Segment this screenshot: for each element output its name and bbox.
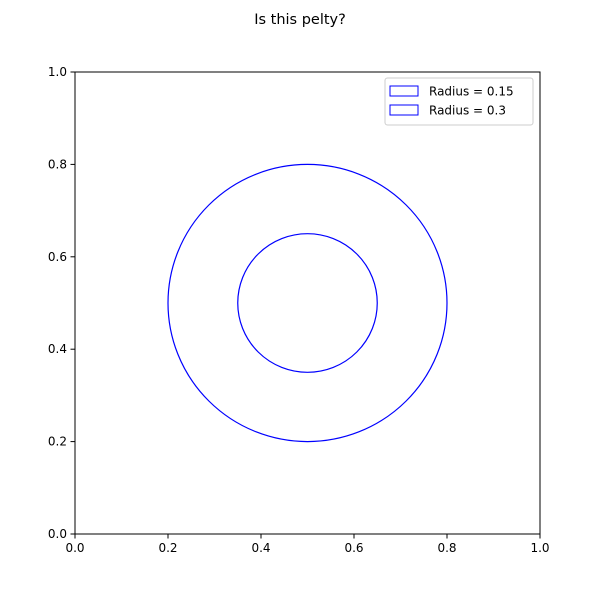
legend-swatch <box>389 85 419 97</box>
x-tick-label: 0.0 <box>65 541 84 555</box>
circle-series-1 <box>167 163 448 443</box>
y-axis: 0.0 0.2 0.4 0.6 0.8 1.0 <box>48 65 75 541</box>
y-tick-label: 0.2 <box>48 435 67 449</box>
x-tick-label: 0.2 <box>158 541 177 555</box>
y-tick-label: 0.4 <box>48 342 67 356</box>
y-tick-label: 0.8 <box>48 157 67 171</box>
y-tick-label: 0.0 <box>48 527 67 541</box>
y-tick-label: 1.0 <box>48 65 67 79</box>
chart-title: Is this pelty? <box>254 12 346 28</box>
x-axis: 0.0 0.2 0.4 0.6 0.8 1.0 <box>65 534 550 555</box>
x-tick-label: 0.6 <box>344 541 363 555</box>
legend: Radius = 0.15 Radius = 0.3 <box>384 77 534 126</box>
legend-label: Radius = 0.15 <box>429 85 514 99</box>
x-tick-label: 1.0 <box>530 541 549 555</box>
x-tick-label: 0.4 <box>251 541 270 555</box>
legend-swatch <box>389 104 419 116</box>
legend-label: Radius = 0.3 <box>429 104 506 118</box>
plot-area <box>74 71 541 535</box>
legend-box <box>384 77 534 126</box>
y-tick-label: 0.6 <box>48 250 67 264</box>
circle-series-0 <box>237 233 378 373</box>
axes-frame <box>74 71 541 535</box>
x-tick-label: 0.8 <box>437 541 456 555</box>
